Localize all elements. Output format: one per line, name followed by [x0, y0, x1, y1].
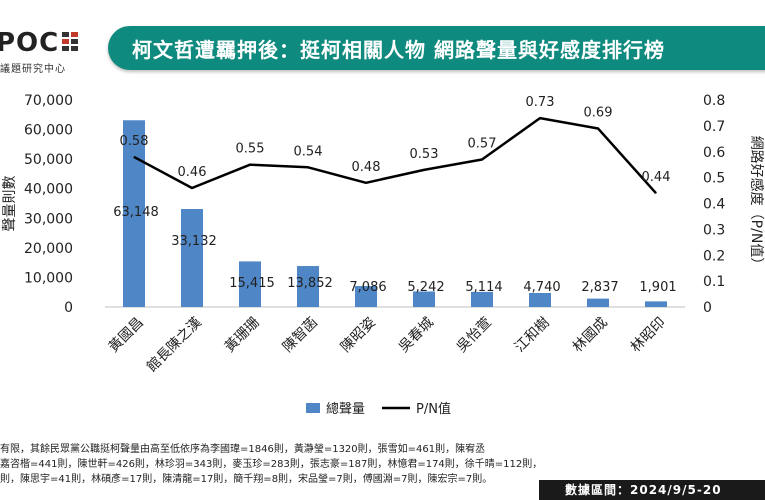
chart-bars	[123, 120, 667, 307]
bar-value-label: 63,148	[113, 205, 159, 220]
line-value-label: 0.54	[294, 144, 323, 159]
x-tick-label: 林昭印	[628, 315, 669, 356]
bar	[181, 209, 203, 307]
x-tick-label: 江和樹	[512, 315, 553, 356]
x-tick-label: 陳昭姿	[338, 315, 379, 356]
line-value-label: 0.55	[236, 142, 265, 157]
x-tick-label: 林國成	[570, 315, 611, 356]
line-value-label: 0.48	[352, 160, 381, 175]
y-tick-label: 60,000	[24, 123, 73, 139]
y-axis-label: 聲量則數	[1, 176, 18, 232]
chart-area: 0 10,000 20,000 30,000 40,000 50,000 60,000 70,…	[0, 82, 765, 434]
footer: 有限，其餘民眾黨公職挺柯聲量由高至低依序為李國瑋=1846則，黃瀞瑩=1320則…	[0, 438, 765, 500]
legend-bar-label: 總聲量	[326, 401, 365, 417]
logo: POC 議題研究中心	[0, 22, 110, 75]
line-point	[655, 192, 657, 194]
bar-value-label: 13,852	[287, 276, 333, 291]
bar-value-label: 7,086	[349, 280, 386, 295]
bar	[529, 292, 551, 307]
bar	[355, 286, 377, 307]
bar	[645, 301, 667, 307]
y2-tick-label: 0.4	[703, 197, 725, 213]
chart-line	[133, 116, 657, 194]
line-point	[249, 164, 251, 166]
y2-axis-label: 網路好感度（P/N值）	[748, 136, 765, 272]
y-tick-label: 40,000	[24, 182, 73, 198]
line-data-labels: 0.58 0.46 0.55 0.54 0.48 0.53 0.57 0.73 0.69 0.44	[120, 95, 671, 185]
line-value-label: 0.57	[468, 137, 497, 152]
line-point	[133, 156, 135, 158]
line-point	[365, 182, 367, 184]
title-bar: 柯文哲遭羈押後：挺柯相關人物 網路聲量與好感度排行榜	[108, 26, 765, 70]
y-tick-label: 10,000	[24, 270, 73, 286]
footnote-line: 則，陳思宇=41則，林碩彥=17則，陳清龍=17則，簡千翔=8則，宋品瑩=7則，…	[0, 474, 493, 485]
x-tick-label: 館長陳之漢	[143, 314, 205, 376]
logo-subtitle: 議題研究中心	[0, 64, 66, 75]
pn-line	[133, 116, 657, 194]
line-point	[191, 187, 193, 189]
y-tick-label: 20,000	[24, 241, 73, 257]
bar	[471, 291, 493, 307]
y-tick-label: 0	[64, 300, 73, 316]
y-tick-label: 50,000	[24, 152, 73, 168]
x-tick-label: 陳智菡	[280, 315, 321, 356]
y2-tick-label: 0.2	[703, 248, 725, 264]
y2-tick-label: 0.6	[703, 145, 725, 161]
y2-tick-label: 0.1	[703, 274, 725, 290]
page-title: 柯文哲遭羈押後：挺柯相關人物 網路聲量與好感度排行榜	[132, 38, 665, 62]
bar-data-labels: 63,148 33,132 15,415 13,852 7,086 5,242 5,114 4…	[113, 205, 676, 295]
line-value-label: 0.73	[526, 95, 555, 110]
logo-text: POC	[0, 28, 60, 58]
bar-value-label: 33,132	[171, 234, 217, 249]
y-tick-label: 30,000	[24, 211, 73, 227]
x-tick-label: 黃國昌	[106, 315, 147, 356]
y2-tick-label: 0.3	[703, 222, 725, 238]
x-tick-label: 吳春城	[396, 315, 437, 356]
y2-tick-label: 0.8	[703, 93, 725, 109]
chart-axes: 0 10,000 20,000 30,000 40,000 50,000 60,000 70,…	[1, 93, 765, 316]
bar-value-label: 15,415	[229, 276, 275, 291]
line-point	[307, 166, 309, 168]
bar	[297, 266, 319, 307]
y2-tick-label: 0.5	[703, 171, 725, 187]
y2-tick-label: 0.7	[703, 119, 725, 135]
bar-value-label: 5,242	[407, 280, 444, 295]
line-point	[423, 169, 425, 171]
y-tick-label: 70,000	[24, 93, 73, 109]
data-range-label: 數據區間：2024/9/5-20	[539, 480, 765, 500]
bar-value-label: 4,740	[523, 280, 560, 295]
bar	[123, 120, 145, 307]
bar-value-label: 5,114	[465, 280, 502, 295]
legend-bar-swatch	[306, 403, 320, 413]
combo-chart: 0 10,000 20,000 30,000 40,000 50,000 60,000 70,…	[1, 93, 765, 417]
x-tick-label: 吳怡萱	[454, 315, 495, 356]
bar	[413, 291, 435, 307]
line-value-label: 0.53	[410, 147, 439, 162]
y2-tick-label: 0	[703, 300, 712, 316]
line-value-label: 0.44	[642, 170, 671, 185]
line-point	[597, 127, 599, 129]
line-value-label: 0.46	[178, 165, 207, 180]
line-value-label: 0.58	[120, 134, 149, 149]
footnote-line: 嘉咨楷=441則，陳世軒=426則，林珍羽=343則，麥玉珍=283則，張志豪=…	[0, 459, 543, 470]
x-tick-label: 黃珊珊	[222, 315, 263, 356]
bar	[587, 298, 609, 307]
bar-value-label: 2,837	[581, 280, 618, 295]
legend-line-label: P/N值	[416, 401, 451, 417]
footnote: 有限，其餘民眾黨公職挺柯聲量由高至低依序為李國瑋=1846則，黃瀞瑩=1320則…	[0, 442, 740, 487]
logo-grid-icon	[62, 32, 78, 51]
line-value-label: 0.69	[584, 105, 613, 120]
line-point	[539, 117, 541, 119]
line-point	[481, 159, 483, 161]
header: POC 議題研究中心 柯文哲遭羈押後：挺柯相關人物 網路聲量與好感度排行榜	[0, 0, 765, 78]
footnote-line: 有限，其餘民眾黨公職挺柯聲量由高至低依序為李國瑋=1846則，黃瀞瑩=1320則…	[0, 444, 486, 455]
chart-legend: 總聲量 P/N值	[306, 401, 451, 417]
bar-value-label: 1,901	[639, 280, 676, 295]
bar	[239, 261, 261, 307]
